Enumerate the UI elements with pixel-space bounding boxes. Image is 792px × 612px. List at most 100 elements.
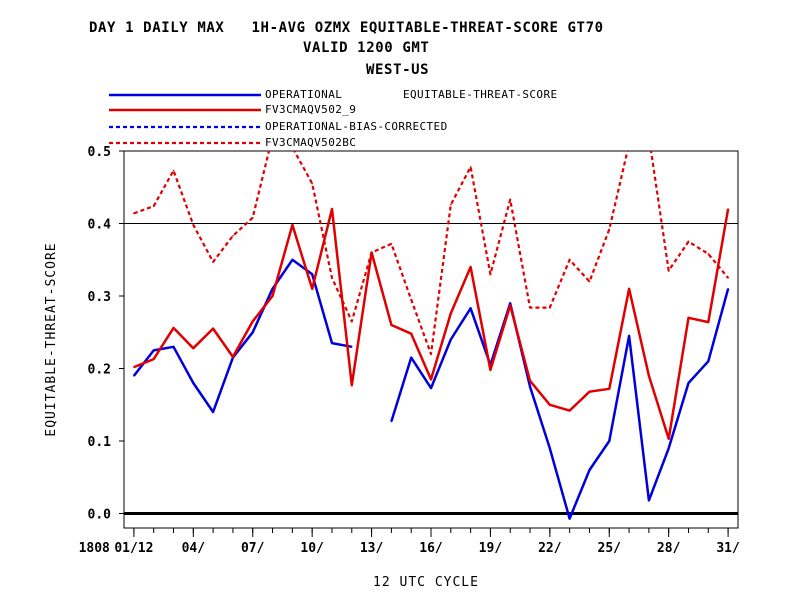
data-point-fv3cmaqv502bc (568, 258, 571, 261)
data-point-operational (212, 411, 214, 413)
data-point-operational (727, 287, 729, 290)
data-point-operational (628, 335, 630, 337)
data-point-fv3cmaqv502bc (390, 243, 393, 245)
data-point-fv3cmaqv502-9 (251, 320, 254, 323)
data-point-fv3cmaqv502bc (727, 277, 729, 279)
data-point-operational (648, 499, 650, 502)
x-tick-label: 01/12 (114, 541, 153, 556)
data-point-fv3cmaqv502bc (272, 136, 274, 138)
data-point-operational (152, 349, 155, 352)
x-tick-label: 13/ (360, 541, 384, 556)
data-point-fv3cmaqv502bc (667, 269, 670, 272)
series-line-operational (390, 288, 730, 520)
x-tick-label: 04/ (182, 541, 206, 556)
chart-subtitle-region: WEST-US (366, 62, 430, 78)
data-point-fv3cmaqv502-9 (687, 316, 690, 319)
data-point-fv3cmaqv502-9 (509, 304, 512, 307)
data-point-fv3cmaqv502bc (192, 224, 195, 226)
y-tick-label: 0.4 (88, 218, 112, 233)
x-tick-prefix: 1808 (79, 541, 110, 556)
y-axis-label: EQUITABLE-THREAT-SCORE (44, 242, 59, 436)
data-point-operational (410, 356, 412, 359)
data-point-operational (291, 258, 294, 261)
x-tick-label: 28/ (657, 541, 681, 556)
series-line-fv3cmaqv502-9 (133, 207, 730, 441)
data-point-operational (549, 447, 551, 450)
data-point-fv3cmaqv502-9 (271, 295, 274, 297)
data-point-fv3cmaqv502-9 (588, 390, 591, 393)
data-point-fv3cmaqv502-9 (529, 380, 531, 382)
data-point-fv3cmaqv502-9 (667, 438, 670, 440)
y-tick-label: 0.0 (88, 508, 112, 523)
data-point-fv3cmaqv502bc (648, 136, 650, 138)
data-point-fv3cmaqv502bc (469, 166, 472, 168)
y-tick-label: 0.5 (88, 145, 111, 160)
legend-label-operational-bias-corrected: OPERATIONAL-BIAS-CORRECTED (265, 120, 448, 133)
data-point-fv3cmaqv502-9 (410, 332, 412, 335)
data-point-fv3cmaqv502-9 (390, 324, 393, 326)
data-point-fv3cmaqv502-9 (608, 388, 611, 390)
x-tick-label: 07/ (241, 541, 265, 556)
data-point-operational (133, 374, 135, 377)
data-point-operational (667, 447, 670, 450)
y-tick-label: 0.2 (88, 363, 111, 378)
data-point-operational (350, 345, 353, 348)
data-point-operational (450, 338, 452, 341)
data-point-operational (311, 273, 313, 276)
data-point-operational (608, 440, 611, 442)
data-point-fv3cmaqv502-9 (212, 327, 214, 330)
data-point-operational (687, 382, 690, 384)
legend-metric-label: EQUITABLE-THREAT-SCORE (403, 88, 558, 101)
data-point-fv3cmaqv502bc (212, 261, 214, 263)
series-line-operational (132, 258, 353, 414)
data-point-operational (251, 331, 254, 334)
data-point-operational (509, 302, 512, 305)
data-point-operational (390, 420, 393, 423)
data-point-fv3cmaqv502-9 (628, 287, 630, 290)
data-point-fv3cmaqv502-9 (648, 374, 650, 377)
data-point-fv3cmaqv502bc (430, 353, 432, 355)
data-point-fv3cmaqv502-9 (350, 384, 353, 386)
data-point-fv3cmaqv502-9 (133, 366, 135, 368)
legend-label-operational: OPERATIONAL (265, 88, 343, 101)
data-point-fv3cmaqv502-9 (707, 321, 710, 323)
data-point-fv3cmaqv502-9 (291, 224, 294, 226)
data-point-fv3cmaqv502-9 (430, 378, 432, 381)
data-point-fv3cmaqv502bc (311, 182, 313, 185)
data-point-fv3cmaqv502bc (509, 198, 512, 201)
x-tick-label: 16/ (419, 541, 443, 556)
y-tick-label: 0.3 (88, 290, 111, 305)
data-point-fv3cmaqv502-9 (489, 369, 492, 371)
data-point-fv3cmaqv502bc (588, 280, 591, 283)
y-tick-label: 0.1 (88, 435, 112, 450)
data-point-operational (331, 342, 333, 344)
legend-label-fv3cmaqv502-9: FV3CMAQV502_9 (265, 103, 357, 116)
data-point-fv3cmaqv502-9 (727, 208, 729, 210)
data-point-fv3cmaqv502bc (489, 273, 492, 276)
data-point-operational (192, 382, 195, 384)
data-point-fv3cmaqv502-9 (172, 327, 175, 329)
data-point-operational (568, 517, 571, 520)
chart-title: DAY 1 DAILY MAX 1H-AVG OZMX EQUITABLE-TH… (89, 20, 604, 36)
data-point-fv3cmaqv502bc (608, 228, 611, 231)
data-point-fv3cmaqv502bc (370, 251, 373, 254)
series-line-fv3cmaqv502bc (133, 151, 729, 356)
data-point-operational (588, 469, 591, 471)
data-point-fv3cmaqv502bc (350, 320, 353, 323)
data-point-fv3cmaqv502bc (687, 240, 690, 243)
data-point-fv3cmaqv502bc (331, 277, 333, 279)
data-point-fv3cmaqv502-9 (192, 347, 195, 350)
data-point-fv3cmaqv502bc (529, 306, 531, 309)
data-point-fv3cmaqv502-9 (232, 356, 234, 358)
data-point-fv3cmaqv502bc (450, 203, 452, 206)
data-point-operational (707, 360, 710, 363)
data-point-fv3cmaqv502bc (133, 212, 135, 215)
data-point-operational (430, 387, 432, 389)
data-point-fv3cmaqv502-9 (450, 312, 452, 315)
data-point-fv3cmaqv502-9 (549, 403, 551, 406)
data-point-fv3cmaqv502bc (549, 306, 551, 309)
data-point-operational (469, 307, 472, 310)
data-point-fv3cmaqv502bc (410, 298, 412, 301)
data-point-fv3cmaqv502bc (251, 216, 254, 219)
